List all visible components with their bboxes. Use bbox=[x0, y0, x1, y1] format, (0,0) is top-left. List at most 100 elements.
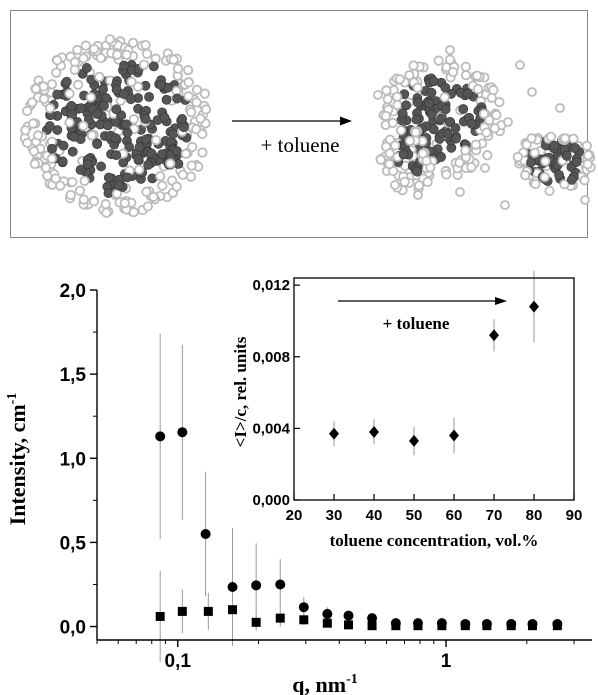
dark-particle bbox=[125, 94, 136, 105]
main-x-axis-title: q, nm-1 bbox=[292, 672, 357, 695]
light-particle bbox=[42, 170, 53, 181]
main-square-point bbox=[413, 621, 423, 631]
dark-particle bbox=[571, 156, 582, 167]
dark-particle bbox=[411, 114, 422, 125]
light-particle bbox=[195, 113, 206, 124]
light-particle bbox=[100, 199, 111, 210]
dark-particle bbox=[111, 84, 122, 95]
light-particle bbox=[579, 175, 590, 186]
light-particle bbox=[187, 141, 198, 153]
dark-particle bbox=[58, 140, 69, 151]
light-particle bbox=[394, 74, 405, 85]
dark-particle bbox=[47, 143, 57, 154]
dark-particle bbox=[124, 142, 135, 152]
inset-x-tick-label: 50 bbox=[406, 507, 423, 524]
light-particle bbox=[22, 137, 33, 149]
light-particle bbox=[141, 186, 152, 197]
inset-markers bbox=[329, 300, 539, 447]
dark-particle bbox=[526, 157, 536, 168]
light-particle bbox=[491, 109, 502, 121]
light-particle bbox=[392, 91, 403, 102]
light-particle bbox=[33, 130, 44, 141]
light-particle bbox=[94, 71, 105, 82]
dark-particle bbox=[397, 108, 408, 119]
light-particle bbox=[412, 82, 423, 93]
light-particle bbox=[112, 49, 123, 60]
main-square-point bbox=[527, 621, 537, 631]
light-particle bbox=[466, 161, 477, 173]
light-particle bbox=[375, 154, 386, 165]
dark-particle bbox=[76, 103, 87, 114]
light-particle bbox=[88, 196, 100, 207]
light-particle bbox=[44, 103, 56, 114]
main-square-point bbox=[460, 621, 470, 631]
dark-particle bbox=[69, 131, 79, 142]
light-particle bbox=[52, 55, 63, 66]
light-particle bbox=[138, 59, 150, 70]
light-particle bbox=[148, 191, 159, 202]
inset-y-axis-title: <I>/c, rel. units bbox=[231, 336, 250, 447]
dark-particle bbox=[424, 98, 434, 109]
main-square-point bbox=[482, 621, 492, 631]
light-particle bbox=[128, 37, 139, 48]
inset-annotation: + toluene bbox=[383, 314, 450, 333]
light-particle bbox=[183, 77, 194, 88]
light-particle bbox=[142, 201, 153, 212]
inset-diamond-point bbox=[529, 300, 539, 313]
light-particle bbox=[583, 150, 594, 161]
main-circle-point bbox=[298, 602, 309, 613]
free-particle bbox=[455, 187, 465, 197]
dark-particle bbox=[450, 123, 461, 133]
dark-particle bbox=[442, 128, 453, 139]
dark-particle bbox=[61, 76, 72, 87]
light-particle bbox=[422, 176, 433, 188]
light-particle bbox=[545, 131, 557, 142]
light-particle bbox=[526, 133, 537, 144]
light-particle bbox=[78, 120, 89, 131]
light-particle bbox=[104, 34, 115, 45]
free-particle bbox=[445, 45, 455, 55]
inset-x-tick-label: 70 bbox=[486, 507, 503, 524]
inset-diamond-point bbox=[489, 329, 499, 342]
dark-particle bbox=[436, 113, 447, 124]
dark-particle bbox=[450, 133, 461, 144]
light-particle bbox=[441, 169, 452, 180]
light-particle bbox=[186, 160, 197, 171]
main-square-point bbox=[251, 617, 261, 627]
main-square-point bbox=[155, 611, 165, 621]
main-square-point bbox=[506, 621, 516, 631]
dark-particle bbox=[81, 63, 92, 73]
dark-particle bbox=[92, 108, 102, 119]
dark-particle bbox=[466, 118, 477, 129]
light-particle bbox=[470, 139, 481, 150]
main-circle-point bbox=[343, 610, 354, 621]
light-particle bbox=[404, 135, 416, 146]
light-particle bbox=[157, 180, 168, 191]
dark-particle bbox=[119, 60, 129, 71]
light-particle bbox=[69, 64, 80, 75]
dark-particle bbox=[428, 76, 439, 87]
dark-particle bbox=[143, 159, 154, 170]
dark-particle bbox=[440, 82, 451, 93]
dark-particle bbox=[412, 166, 423, 177]
dark-particle bbox=[401, 100, 412, 111]
main-y-axis-title: Intensity, cm-1 bbox=[5, 393, 30, 526]
main-circle-point bbox=[322, 608, 333, 619]
inset-x-tick-label: 20 bbox=[286, 507, 303, 524]
light-particle bbox=[183, 91, 194, 102]
light-particle bbox=[197, 128, 208, 140]
light-particle bbox=[155, 171, 166, 182]
light-particle bbox=[454, 157, 465, 168]
dark-particle bbox=[92, 139, 103, 149]
free-particle bbox=[515, 60, 525, 70]
dark-particle bbox=[172, 93, 183, 104]
light-particle bbox=[165, 158, 176, 169]
light-particle bbox=[380, 110, 391, 122]
light-particle bbox=[568, 133, 579, 144]
light-particle bbox=[399, 176, 410, 187]
light-particle bbox=[460, 61, 471, 72]
light-particle bbox=[539, 171, 550, 183]
dark-particle bbox=[146, 148, 157, 159]
main-square-point bbox=[299, 615, 309, 625]
